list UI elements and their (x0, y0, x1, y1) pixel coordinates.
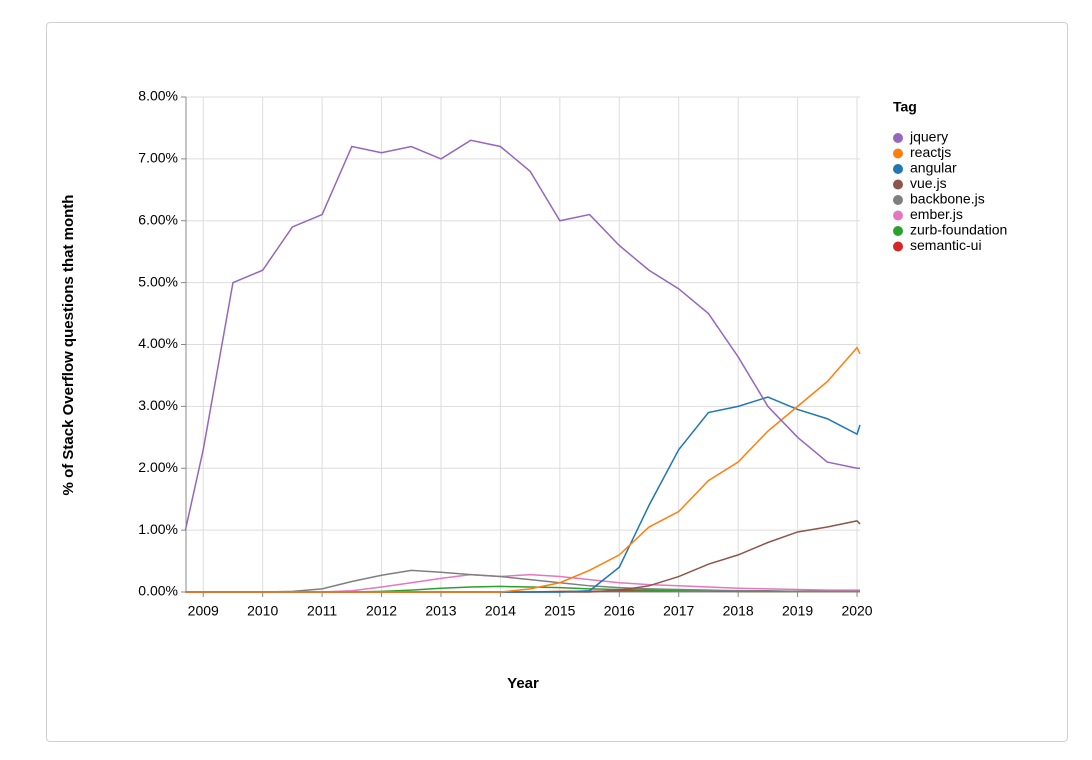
x-tick-label: 2013 (425, 603, 456, 619)
y-tick-label: 4.00% (138, 335, 178, 351)
legend-symbol (893, 164, 903, 174)
x-tick-label: 2009 (188, 603, 219, 619)
legend-label: backbone.js (910, 191, 985, 207)
legend-symbol (893, 195, 903, 205)
legend-label: zurb-foundation (910, 222, 1007, 238)
x-tick-label: 2014 (485, 603, 516, 619)
x-tick-label: 2018 (723, 603, 754, 619)
y-tick-label: 7.00% (138, 150, 178, 166)
y-tick-label: 0.00% (138, 583, 178, 599)
legend-label: reactjs (910, 144, 951, 160)
x-tick-label: 2011 (307, 603, 337, 619)
series-line (185, 346, 861, 593)
legend-symbol (893, 241, 903, 252)
x-tick-label: 2019 (782, 603, 813, 619)
legend-symbol (893, 133, 903, 143)
legend-label: ember.js (910, 206, 963, 222)
y-axis-title: % of Stack Overflow questions that month (60, 195, 77, 496)
y-tick-label: 6.00% (138, 211, 178, 227)
y-tick-label: 5.00% (138, 273, 178, 289)
x-axis-title: Year (507, 675, 539, 692)
legend-symbol (893, 210, 903, 221)
y-tick-label: 1.00% (138, 521, 178, 537)
x-tick-label: 2016 (604, 603, 635, 619)
legend-label: semantic-ui (910, 237, 982, 253)
x-tick-label: 2010 (247, 603, 278, 619)
series-line (185, 520, 861, 593)
x-tick-label: 2015 (544, 603, 575, 619)
x-tick-label: 2020 (841, 603, 872, 619)
legend-symbol (893, 226, 903, 236)
series-line (185, 396, 861, 593)
legend-title: Tag (893, 99, 917, 115)
card (46, 22, 1068, 742)
y-tick-label: 2.00% (138, 459, 178, 475)
legend-label: vue.js (910, 175, 947, 191)
y-tick-label: 8.00% (138, 88, 178, 104)
x-tick-label: 2012 (366, 603, 397, 619)
x-tick-label: 2017 (663, 603, 694, 619)
legend-label: jquery (909, 129, 948, 145)
legend-symbol (893, 148, 903, 159)
series-line (184, 139, 860, 531)
legend-label: angular (910, 160, 957, 176)
y-tick-label: 3.00% (138, 397, 178, 413)
legend-symbol (893, 179, 903, 190)
